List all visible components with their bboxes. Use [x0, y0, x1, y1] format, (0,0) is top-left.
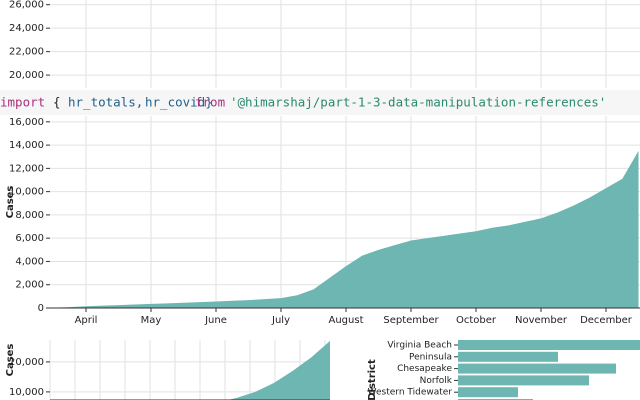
code-brace: {: [53, 95, 61, 110]
y-axis-label: Cases: [5, 344, 16, 377]
code-string: '@himarshaj/part-1-3-data-manipulation-r…: [230, 95, 606, 110]
y-tick-label: 10,000: [9, 187, 44, 198]
x-tick-label: July: [271, 315, 290, 326]
bar: [458, 351, 558, 362]
y-tick-label: 20,000: [9, 357, 44, 368]
code-keyword: import: [0, 95, 45, 110]
y-tick-label: 0: [38, 303, 44, 314]
y-tick-label: 16,000: [9, 117, 44, 128]
y-tick-label: Chesapeake: [397, 364, 452, 374]
y-tick-label: 12,000: [9, 163, 44, 174]
y-tick-label: 22,000: [9, 47, 44, 58]
x-tick-label: October: [456, 315, 497, 326]
y-tick-label: 10,000: [9, 387, 44, 398]
area: [50, 340, 330, 400]
bar: [458, 340, 640, 350]
x-tick-label: April: [75, 315, 98, 326]
y-tick-label: 4,000: [15, 256, 44, 267]
x-tick-label: November: [515, 315, 568, 326]
code-name: hr_totals,: [68, 95, 143, 110]
bar: [458, 363, 616, 374]
y-tick-label: Peninsula: [409, 352, 452, 362]
bar: [458, 375, 589, 386]
y-axis-label: District: [367, 359, 378, 400]
code-name: hr_covid}: [145, 95, 213, 110]
y-tick-label: Norfolk: [420, 376, 453, 386]
top-vgrid: [85, 0, 607, 88]
y-tick-label: 8,000: [15, 210, 44, 221]
code-keyword: from: [195, 95, 225, 110]
y-tick-label: 20,000: [9, 70, 44, 81]
x-tick-label: September: [383, 315, 439, 326]
y-tick-label: 2,000: [15, 280, 44, 291]
y-tick-label: 6,000: [15, 233, 44, 244]
y-tick-label: Western Tidewater: [368, 388, 453, 398]
y-tick-label: 24,000: [9, 23, 44, 34]
x-tick-label: June: [204, 315, 227, 326]
x-tick-label: December: [580, 315, 633, 326]
y-tick-label: 14,000: [9, 140, 44, 151]
code-cell[interactable]: [0, 90, 640, 115]
y-axis-label: Cases: [5, 186, 16, 219]
bar: [458, 387, 518, 398]
x-tick-label: May: [141, 315, 162, 326]
area: [53, 150, 639, 308]
y-tick-label: Virginia Beach: [387, 341, 452, 351]
x-tick-label: August: [329, 315, 364, 326]
y-tick-label: 26,000: [9, 0, 44, 11]
